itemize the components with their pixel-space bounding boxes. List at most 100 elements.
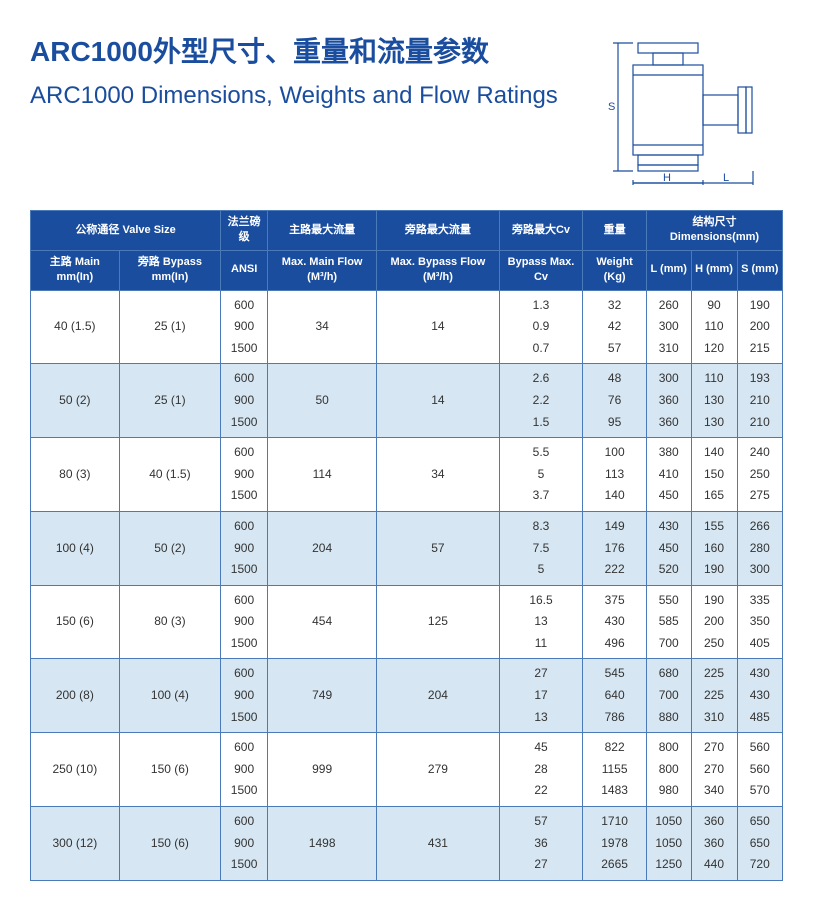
dim-label-h: H xyxy=(663,172,671,184)
cell-mmf: 204 xyxy=(268,511,377,585)
cell-mmf: 749 xyxy=(268,659,377,733)
cell-main: 200 (8) xyxy=(31,659,120,733)
th-cv-2: Bypass Max. Cv xyxy=(499,250,583,290)
cell-ansi: 600 900 1500 xyxy=(221,438,268,512)
cell-bypass: 25 (1) xyxy=(119,364,220,438)
cell-H: 155 160 190 xyxy=(691,511,737,585)
cell-bypass: 25 (1) xyxy=(119,290,220,364)
th-H: H (mm) xyxy=(691,250,737,290)
cell-mmf: 114 xyxy=(268,438,377,512)
cell-mbf: 34 xyxy=(377,438,500,512)
table-row: 80 (3)40 (1.5)600 900 1500114345.5 5 3.7… xyxy=(31,438,783,512)
cell-w: 822 1155 1483 xyxy=(583,733,647,807)
cell-H: 110 130 130 xyxy=(691,364,737,438)
cell-H: 270 270 340 xyxy=(691,733,737,807)
cell-H: 225 225 310 xyxy=(691,659,737,733)
cell-mbf: 204 xyxy=(377,659,500,733)
th-main: 主路 Main mm(In) xyxy=(31,250,120,290)
th-ansi-1: 法兰磅级 xyxy=(221,211,268,251)
cell-w: 545 640 786 xyxy=(583,659,647,733)
th-w-2: Weight (Kg) xyxy=(583,250,647,290)
spec-table: 公称通径 Valve Size 法兰磅级 主路最大流量 旁路最大流量 旁路最大C… xyxy=(30,210,783,881)
cell-bypass: 40 (1.5) xyxy=(119,438,220,512)
cell-L: 430 450 520 xyxy=(646,511,691,585)
cell-S: 430 430 485 xyxy=(737,659,782,733)
th-cv-1: 旁路最大Cv xyxy=(499,211,583,251)
cell-cv: 16.5 13 11 xyxy=(499,585,583,659)
title-block: ARC1000外型尺寸、重量和流量参数 ARC1000 Dimensions, … xyxy=(30,30,583,111)
cell-main: 40 (1.5) xyxy=(31,290,120,364)
cell-S: 266 280 300 xyxy=(737,511,782,585)
table-row: 150 (6)80 (3)600 900 150045412516.5 13 1… xyxy=(31,585,783,659)
cell-H: 90 110 120 xyxy=(691,290,737,364)
th-mbf-1: 旁路最大流量 xyxy=(377,211,500,251)
th-bypass: 旁路 Bypass mm(In) xyxy=(119,250,220,290)
th-L: L (mm) xyxy=(646,250,691,290)
cell-bypass: 150 (6) xyxy=(119,733,220,807)
title-english: ARC1000 Dimensions, Weights and Flow Rat… xyxy=(30,80,583,111)
cell-H: 360 360 440 xyxy=(691,807,737,881)
table-body: 40 (1.5)25 (1)600 900 150034141.3 0.9 0.… xyxy=(31,290,783,880)
header-area: ARC1000外型尺寸、重量和流量参数 ARC1000 Dimensions, … xyxy=(30,30,783,185)
cell-S: 560 560 570 xyxy=(737,733,782,807)
table-row: 300 (12)150 (6)600 900 1500149843157 36 … xyxy=(31,807,783,881)
cell-L: 380 410 450 xyxy=(646,438,691,512)
cell-S: 335 350 405 xyxy=(737,585,782,659)
cell-main: 80 (3) xyxy=(31,438,120,512)
th-mbf-2: Max. Bypass Flow (M³/h) xyxy=(377,250,500,290)
cell-ansi: 600 900 1500 xyxy=(221,807,268,881)
cell-S: 193 210 210 xyxy=(737,364,782,438)
cell-ansi: 600 900 1500 xyxy=(221,733,268,807)
cell-cv: 1.3 0.9 0.7 xyxy=(499,290,583,364)
th-mmf-1: 主路最大流量 xyxy=(268,211,377,251)
dim-label-s: S xyxy=(608,101,615,113)
th-ansi-2: ANSI xyxy=(221,250,268,290)
cell-w: 1710 1978 2665 xyxy=(583,807,647,881)
table-row: 100 (4)50 (2)600 900 1500204578.3 7.5 51… xyxy=(31,511,783,585)
table-row: 40 (1.5)25 (1)600 900 150034141.3 0.9 0.… xyxy=(31,290,783,364)
cell-cv: 2.6 2.2 1.5 xyxy=(499,364,583,438)
cell-S: 650 650 720 xyxy=(737,807,782,881)
cell-ansi: 600 900 1500 xyxy=(221,364,268,438)
cell-cv: 8.3 7.5 5 xyxy=(499,511,583,585)
table-head: 公称通径 Valve Size 法兰磅级 主路最大流量 旁路最大流量 旁路最大C… xyxy=(31,211,783,291)
table-row: 250 (10)150 (6)600 900 150099927945 28 2… xyxy=(31,733,783,807)
table-row: 50 (2)25 (1)600 900 150050142.6 2.2 1.54… xyxy=(31,364,783,438)
cell-bypass: 100 (4) xyxy=(119,659,220,733)
cell-S: 190 200 215 xyxy=(737,290,782,364)
dim-label-l: L xyxy=(723,172,729,184)
cell-bypass: 50 (2) xyxy=(119,511,220,585)
cell-w: 48 76 95 xyxy=(583,364,647,438)
cell-w: 149 176 222 xyxy=(583,511,647,585)
cell-mmf: 999 xyxy=(268,733,377,807)
cell-L: 300 360 360 xyxy=(646,364,691,438)
cell-L: 550 585 700 xyxy=(646,585,691,659)
cell-H: 140 150 165 xyxy=(691,438,737,512)
cell-S: 240 250 275 xyxy=(737,438,782,512)
cell-mmf: 50 xyxy=(268,364,377,438)
cell-main: 150 (6) xyxy=(31,585,120,659)
cell-cv: 5.5 5 3.7 xyxy=(499,438,583,512)
cell-mbf: 14 xyxy=(377,290,500,364)
cell-mmf: 34 xyxy=(268,290,377,364)
cell-cv: 27 17 13 xyxy=(499,659,583,733)
cell-mbf: 431 xyxy=(377,807,500,881)
th-mmf-2: Max. Main Flow (M³/h) xyxy=(268,250,377,290)
cell-bypass: 150 (6) xyxy=(119,807,220,881)
cell-main: 300 (12) xyxy=(31,807,120,881)
cell-w: 100 113 140 xyxy=(583,438,647,512)
cell-w: 375 430 496 xyxy=(583,585,647,659)
cell-main: 100 (4) xyxy=(31,511,120,585)
th-valve-size: 公称通径 Valve Size xyxy=(31,211,221,251)
cell-bypass: 80 (3) xyxy=(119,585,220,659)
cell-main: 250 (10) xyxy=(31,733,120,807)
title-chinese: ARC1000外型尺寸、重量和流量参数 xyxy=(30,30,583,70)
cell-main: 50 (2) xyxy=(31,364,120,438)
cell-L: 800 800 980 xyxy=(646,733,691,807)
th-S: S (mm) xyxy=(737,250,782,290)
cell-mbf: 125 xyxy=(377,585,500,659)
cell-L: 260 300 310 xyxy=(646,290,691,364)
cell-cv: 45 28 22 xyxy=(499,733,583,807)
table-row: 200 (8)100 (4)600 900 150074920427 17 13… xyxy=(31,659,783,733)
cell-ansi: 600 900 1500 xyxy=(221,511,268,585)
